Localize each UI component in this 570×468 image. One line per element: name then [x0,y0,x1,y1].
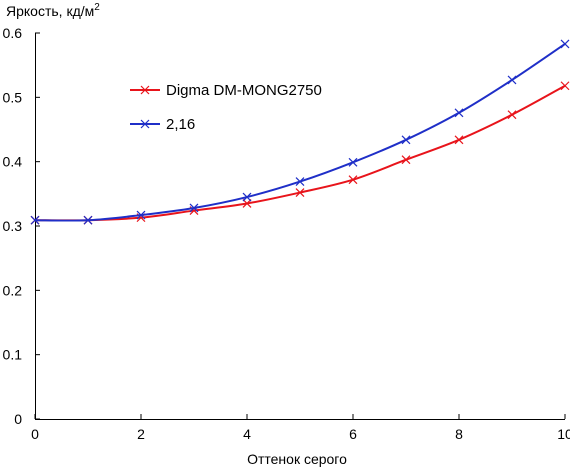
legend-label: Digma DM-MONG2750 [166,82,322,99]
series-1-point [560,39,570,49]
y-tick-label: 0 [14,411,22,427]
legend-swatch-marker [140,85,150,95]
series-1-point [401,135,411,145]
series-1-point [242,192,252,202]
series-group [30,39,570,225]
x-tick-label: 6 [349,426,357,442]
series-0-point [507,110,517,120]
x-tick-label: 0 [31,426,39,442]
y-tick-label: 0.3 [3,218,23,234]
series-line-1 [34,43,566,222]
series-1-point [454,108,464,118]
x-tick-label: 2 [137,426,145,442]
y-axis-title-superscript: 2 [94,2,100,13]
series-0-point [454,135,464,145]
y-tick-label: 0.1 [3,347,23,363]
series-0-point [560,81,570,91]
series-1-point [136,210,146,220]
y-axis-title: Яркость, кд/м2 [6,2,100,19]
series-1-point [348,157,358,167]
series-0-point [242,199,252,208]
x-tick-label: 10 [557,426,570,442]
y-tick-label: 0.2 [3,282,23,298]
x-axis-title: Оттенок серого [247,451,347,467]
series-0-point [348,175,358,185]
series-0-point [295,188,305,197]
series-1-point [83,215,93,225]
legend: Digma DM-MONG2750 2,16 [130,82,322,133]
series-1-point [189,203,199,213]
y-tick-label: 0.6 [3,25,23,41]
y-tick-label: 0.5 [3,89,23,105]
series-1-point [30,215,40,225]
y-axis-title-main: Яркость, кд/м [6,3,94,19]
series-0-point [401,155,411,165]
series-line-0 [34,84,566,222]
legend-swatch-marker [140,119,150,129]
series-1-point [295,177,305,187]
y-tick-label: 0.4 [3,154,23,170]
x-tick-label: 4 [243,426,251,442]
legend-label: 2,16 [166,116,195,133]
series-1-point [507,75,517,85]
x-tick-label: 8 [455,426,463,442]
ticks-group: 0 2 4 6 8 10 0 0.1 0.2 0.3 0.4 0.5 0.6 [3,25,570,442]
